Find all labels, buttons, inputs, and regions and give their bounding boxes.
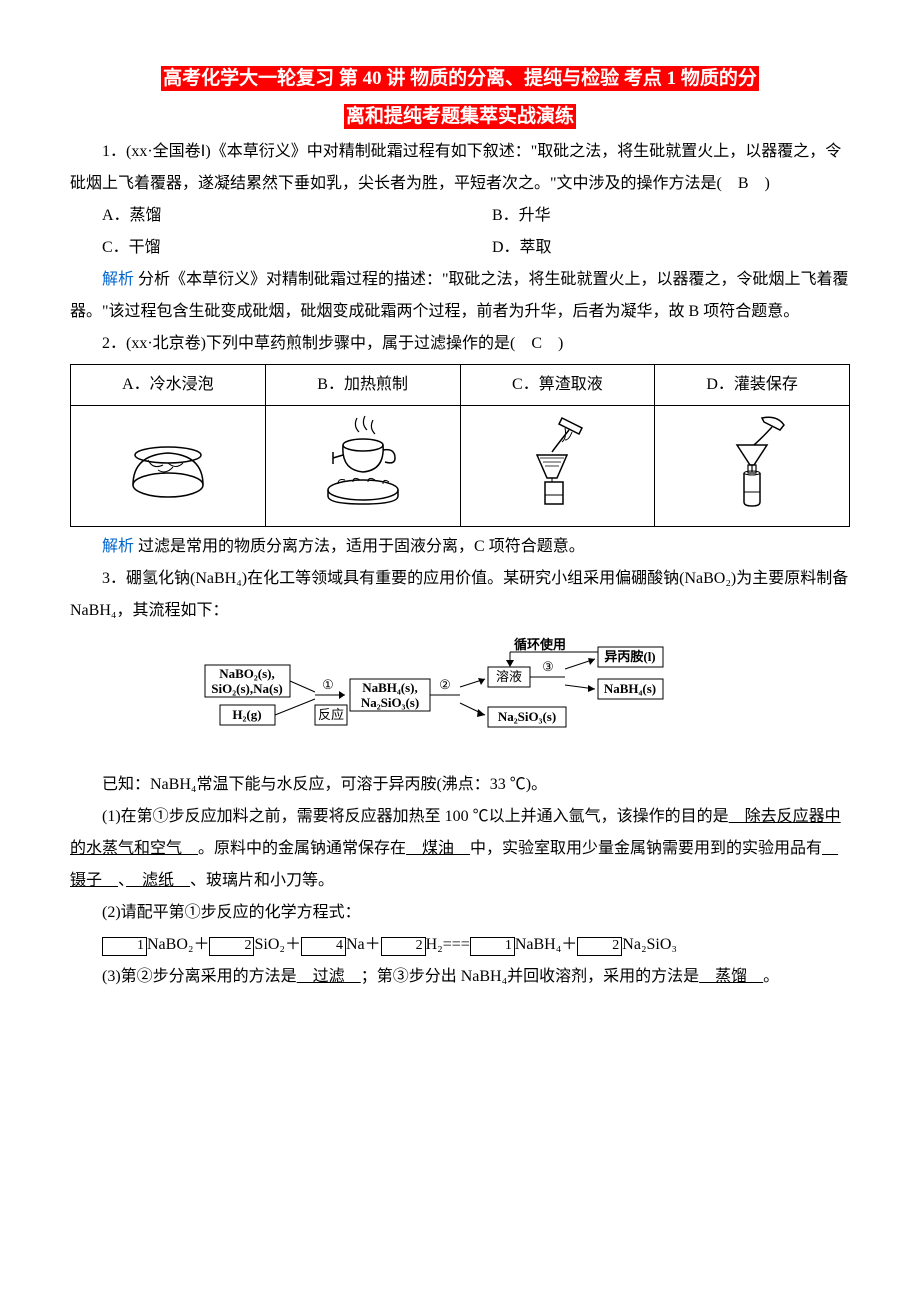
q2-cell-c: C．箅渣取液: [460, 365, 655, 406]
eq-t6: Na₂SiO₃: [622, 936, 677, 953]
q1-analysis: 解析 分析《本草衍义》对精制砒霜过程的描述："取砒之法，将生砒就置火上，以器覆之…: [70, 264, 850, 328]
q2-img-d: [655, 406, 850, 527]
fc-box1-l2: SiO₂(s),Na(s): [211, 681, 282, 696]
q1-option-b: B．升华: [460, 200, 850, 232]
title-line-1: 高考化学大一轮复习 第 40 讲 物质的分离、提纯与检验 考点 1 物质的分: [161, 66, 759, 91]
analysis-label: 解析: [102, 271, 134, 288]
q3-known: 已知：NaBH₄常温下能与水反应，可溶于异丙胺(沸点：33 ℃)。: [70, 769, 850, 801]
fc-box3-l1: NaBH₄(s),: [362, 680, 418, 695]
q3-part3: (3)第②步分离采用的方法是 过滤 ；第③步分出 NaBH₄并回收溶剂，采用的方…: [70, 961, 850, 993]
page-title: 高考化学大一轮复习 第 40 讲 物质的分离、提纯与检验 考点 1 物质的分: [70, 60, 850, 98]
title-line-2: 离和提纯考题集萃实战演练: [344, 104, 576, 129]
q2-table: A．冷水浸泡 B．加热煎制 C．箅渣取液 D．灌装保存: [70, 364, 850, 527]
fc-step1: ①: [322, 677, 334, 692]
q3-p3-c: 。: [763, 968, 779, 985]
q2-img-b: [265, 406, 460, 527]
q3-p1-d: 、: [118, 872, 126, 889]
fc-react: 反应: [318, 707, 344, 722]
fc-box3-l2: Na₂SiO₃(s): [361, 695, 419, 710]
fc-box2: H₂(g): [232, 707, 261, 722]
eq-c2: 2: [209, 937, 254, 956]
q3-p1-ans2: 煤油: [406, 840, 470, 857]
eq-t4: H₂===: [426, 936, 470, 953]
q3-p1-a: (1)在第①步反应加料之前，需要将反应器加热至 100 ℃以上并通入氩气，该操作…: [102, 808, 729, 825]
eq-t5: NaBH₄＋: [515, 936, 577, 953]
q1-option-c: C．干馏: [70, 232, 460, 264]
eq-c6: 2: [577, 937, 622, 956]
eq-t1: NaBO₂＋: [147, 936, 209, 953]
q3-part1: (1)在第①步反应加料之前，需要将反应器加热至 100 ℃以上并通入氩气，该操作…: [70, 801, 850, 897]
q2-img-c: [460, 406, 655, 527]
fc-box6: NaBH₄(s): [604, 681, 656, 696]
fc-box5: 异丙胺(l): [604, 649, 655, 664]
bottle-icon: [702, 410, 802, 510]
q1-analysis-text: 分析《本草衍义》对精制砒霜过程的描述："取砒之法，将生砒就置火上，以器覆之，令砒…: [70, 271, 849, 320]
q3-p3-ans2: 蒸馏: [699, 968, 763, 985]
eq-t3: Na＋: [346, 936, 381, 953]
q2-analysis-text: 过滤是常用的物质分离方法，适用于固液分离，C 项符合题意。: [134, 538, 585, 555]
eq-c4: 2: [381, 937, 426, 956]
q3-p1-b: 。原料中的金属钠通常保存在: [198, 840, 406, 857]
q2-cell-b: B．加热煎制: [265, 365, 460, 406]
q3-p1-e: 、玻璃片和小刀等。: [190, 872, 334, 889]
page-subtitle: 离和提纯考题集萃实战演练: [70, 98, 850, 136]
q2-img-a: [71, 406, 266, 527]
eq-c3: 4: [301, 937, 346, 956]
q2-stem: 2．(xx·北京卷)下列中草药煎制步骤中，属于过滤操作的是( C ): [70, 328, 850, 360]
q3-part2: (2)请配平第①步反应的化学方程式：: [70, 897, 850, 929]
fc-box1-l1: NaBO₂(s),: [219, 666, 275, 681]
q3-stem: 3．硼氢化钠(NaBH₄)在化工等领域具有重要的应用价值。某研究小组采用偏硼酸钠…: [70, 563, 850, 627]
fc-recycle: 循环使用: [514, 637, 566, 652]
q3-flowchart: NaBO₂(s), SiO₂(s),Na(s) H₂(g) ① 反应 NaBH₄…: [70, 637, 850, 759]
soak-icon: [118, 415, 218, 505]
q3-p1-ans4: 滤纸: [126, 872, 190, 889]
q3-p3-a: (3)第②步分离采用的方法是: [102, 968, 297, 985]
q3-p3-b: ；第③步分出 NaBH₄并回收溶剂，采用的方法是: [361, 968, 699, 985]
fc-box7: Na₂SiO₃(s): [498, 709, 556, 724]
q2-cell-d: D．灌装保存: [655, 365, 850, 406]
fc-step2: ②: [439, 677, 451, 692]
q1-options-row1: A．蒸馏 B．升华: [70, 200, 850, 232]
q2-analysis: 解析 过滤是常用的物质分离方法，适用于固液分离，C 项符合题意。: [70, 531, 850, 563]
eq-c1: 1: [102, 937, 147, 956]
q1-stem: 1．(xx·全国卷Ⅰ)《本草衍义》中对精制砒霜过程有如下叙述："取砒之法，将生砒…: [70, 136, 850, 200]
q1-option-a: A．蒸馏: [70, 200, 460, 232]
fc-step3: ③: [542, 659, 554, 674]
q1-options-row2: C．干馏 D．萃取: [70, 232, 850, 264]
q3-p3-ans1: 过滤: [297, 968, 361, 985]
fc-box4: 溶液: [496, 669, 522, 684]
analysis-label: 解析: [102, 538, 134, 555]
eq-c5: 1: [470, 937, 515, 956]
q2-cell-a: A．冷水浸泡: [71, 365, 266, 406]
q3-equation: 1NaBO₂＋2SiO₂＋4Na＋2H₂===1NaBH₄＋2Na₂SiO₃: [70, 929, 850, 961]
filter-icon: [507, 410, 607, 510]
q1-option-d: D．萃取: [460, 232, 850, 264]
eq-t2: SiO₂＋: [254, 936, 300, 953]
heat-icon: [313, 410, 413, 510]
q3-p1-c: 中，实验室取用少量金属钠需要用到的实验用品有: [470, 840, 822, 857]
